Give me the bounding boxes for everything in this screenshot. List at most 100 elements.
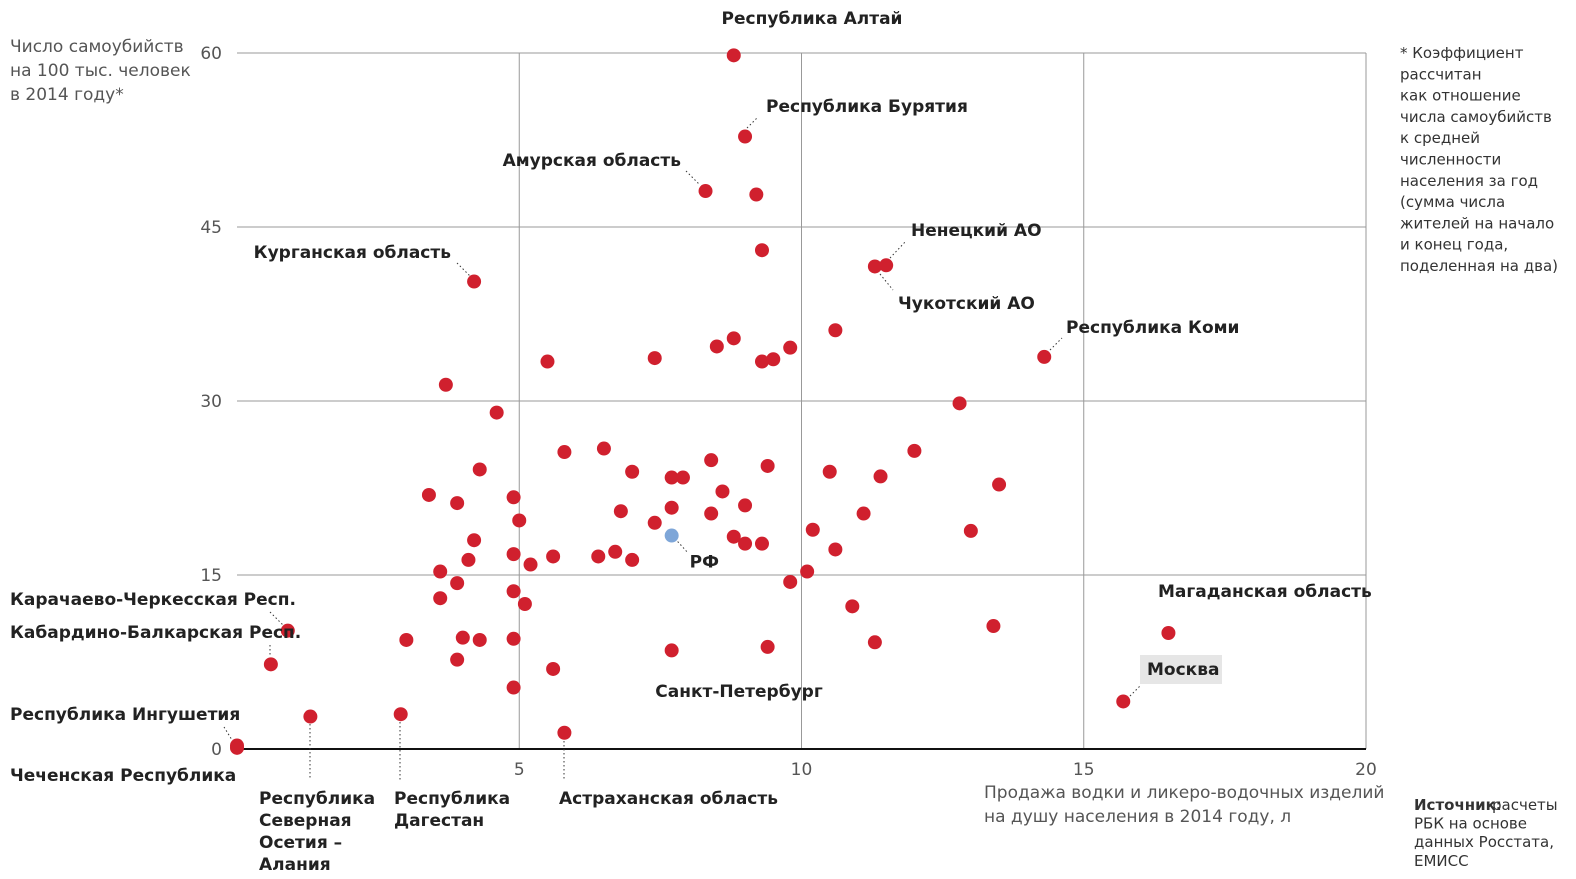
point-label: Республика Дагестан xyxy=(394,789,510,831)
point xyxy=(506,490,521,505)
leader-line xyxy=(456,262,471,277)
point xyxy=(506,631,521,646)
point xyxy=(867,635,882,650)
point xyxy=(467,274,482,289)
point xyxy=(280,623,295,638)
y-axis-title: Число самоубийств на 100 тыс. человек в 20… xyxy=(10,37,191,105)
point xyxy=(856,506,871,521)
point xyxy=(1116,694,1131,709)
point xyxy=(867,259,882,274)
point xyxy=(523,557,538,572)
point-label: Амурская область xyxy=(503,151,681,171)
point-label: Чукотский АО xyxy=(898,294,1035,314)
point xyxy=(845,599,860,614)
point xyxy=(986,619,1001,634)
point xyxy=(754,536,769,551)
point-label: Астраханская область xyxy=(559,789,778,809)
point xyxy=(557,725,572,740)
point xyxy=(828,323,843,338)
point xyxy=(517,597,532,611)
point xyxy=(805,522,820,537)
point xyxy=(664,528,679,543)
point-label: Чеченская Республика xyxy=(10,766,236,786)
point-label: Республика Алтай xyxy=(722,9,903,29)
point xyxy=(726,48,741,63)
point xyxy=(664,643,679,658)
point xyxy=(450,652,465,667)
point xyxy=(438,377,453,392)
point xyxy=(664,470,679,485)
point xyxy=(230,740,244,755)
x-axis-title: Продажа водки и ликеро-водочных изделий н… xyxy=(984,783,1384,827)
point xyxy=(873,469,888,484)
point xyxy=(557,445,572,460)
point xyxy=(760,639,775,654)
point xyxy=(506,680,521,695)
point xyxy=(754,243,769,258)
point xyxy=(506,584,521,599)
point xyxy=(540,354,555,369)
point xyxy=(738,498,753,513)
point-label: Ненецкий АО xyxy=(911,221,1042,241)
point xyxy=(591,549,606,564)
point xyxy=(625,464,640,479)
point xyxy=(879,258,894,273)
point xyxy=(1037,349,1052,364)
leader-line xyxy=(746,117,758,129)
label-box xyxy=(1140,655,1222,684)
point xyxy=(647,515,662,530)
point-label: Республика Коми xyxy=(1066,318,1239,338)
leader-line xyxy=(1129,685,1141,697)
x-tick-label: 20 xyxy=(1355,760,1377,780)
point xyxy=(754,354,769,369)
point xyxy=(303,709,318,724)
point xyxy=(675,470,690,485)
point xyxy=(992,477,1007,492)
leader-line xyxy=(677,541,689,553)
source: расчеты РБК на основе данных Росстата, ЕМИС… xyxy=(1414,796,1558,870)
point xyxy=(433,564,448,579)
point xyxy=(450,576,465,591)
leader-line xyxy=(223,726,233,741)
point xyxy=(726,331,741,346)
x-tick-label: 10 xyxy=(791,760,813,780)
point xyxy=(766,352,781,367)
point xyxy=(800,564,815,579)
point xyxy=(783,340,798,355)
point-label: Республика Ингушетия xyxy=(10,705,240,725)
point-label: Кабардино-Балкарская Респ. xyxy=(10,623,301,643)
point xyxy=(512,513,527,528)
point xyxy=(704,453,719,468)
y-tick-label: 60 xyxy=(200,44,222,64)
point xyxy=(489,405,504,420)
leader-line xyxy=(685,170,701,186)
point xyxy=(1161,626,1176,640)
point xyxy=(506,547,521,562)
point xyxy=(546,549,561,564)
point xyxy=(963,523,978,538)
point xyxy=(738,129,753,144)
point xyxy=(625,552,640,567)
y-tick-label: 30 xyxy=(200,392,222,412)
point xyxy=(698,184,713,199)
point xyxy=(472,632,487,647)
point xyxy=(952,396,967,411)
y-tick-label: 15 xyxy=(200,566,222,586)
point xyxy=(461,552,476,567)
point xyxy=(399,632,414,647)
y-tick-label: 0 xyxy=(211,740,222,760)
point xyxy=(822,464,837,479)
point xyxy=(608,544,623,559)
point xyxy=(709,339,724,354)
point-label: Республика Бурятия xyxy=(766,97,968,117)
point xyxy=(726,529,741,544)
point xyxy=(596,441,611,456)
x-tick-label: 15 xyxy=(1073,760,1095,780)
point xyxy=(546,661,561,676)
series-label: РФ xyxy=(690,553,719,573)
leader-line xyxy=(269,611,284,626)
point xyxy=(613,504,628,519)
point xyxy=(907,443,922,458)
note: * Коэффициент рассчитан как отношение числа… xyxy=(1400,44,1558,275)
